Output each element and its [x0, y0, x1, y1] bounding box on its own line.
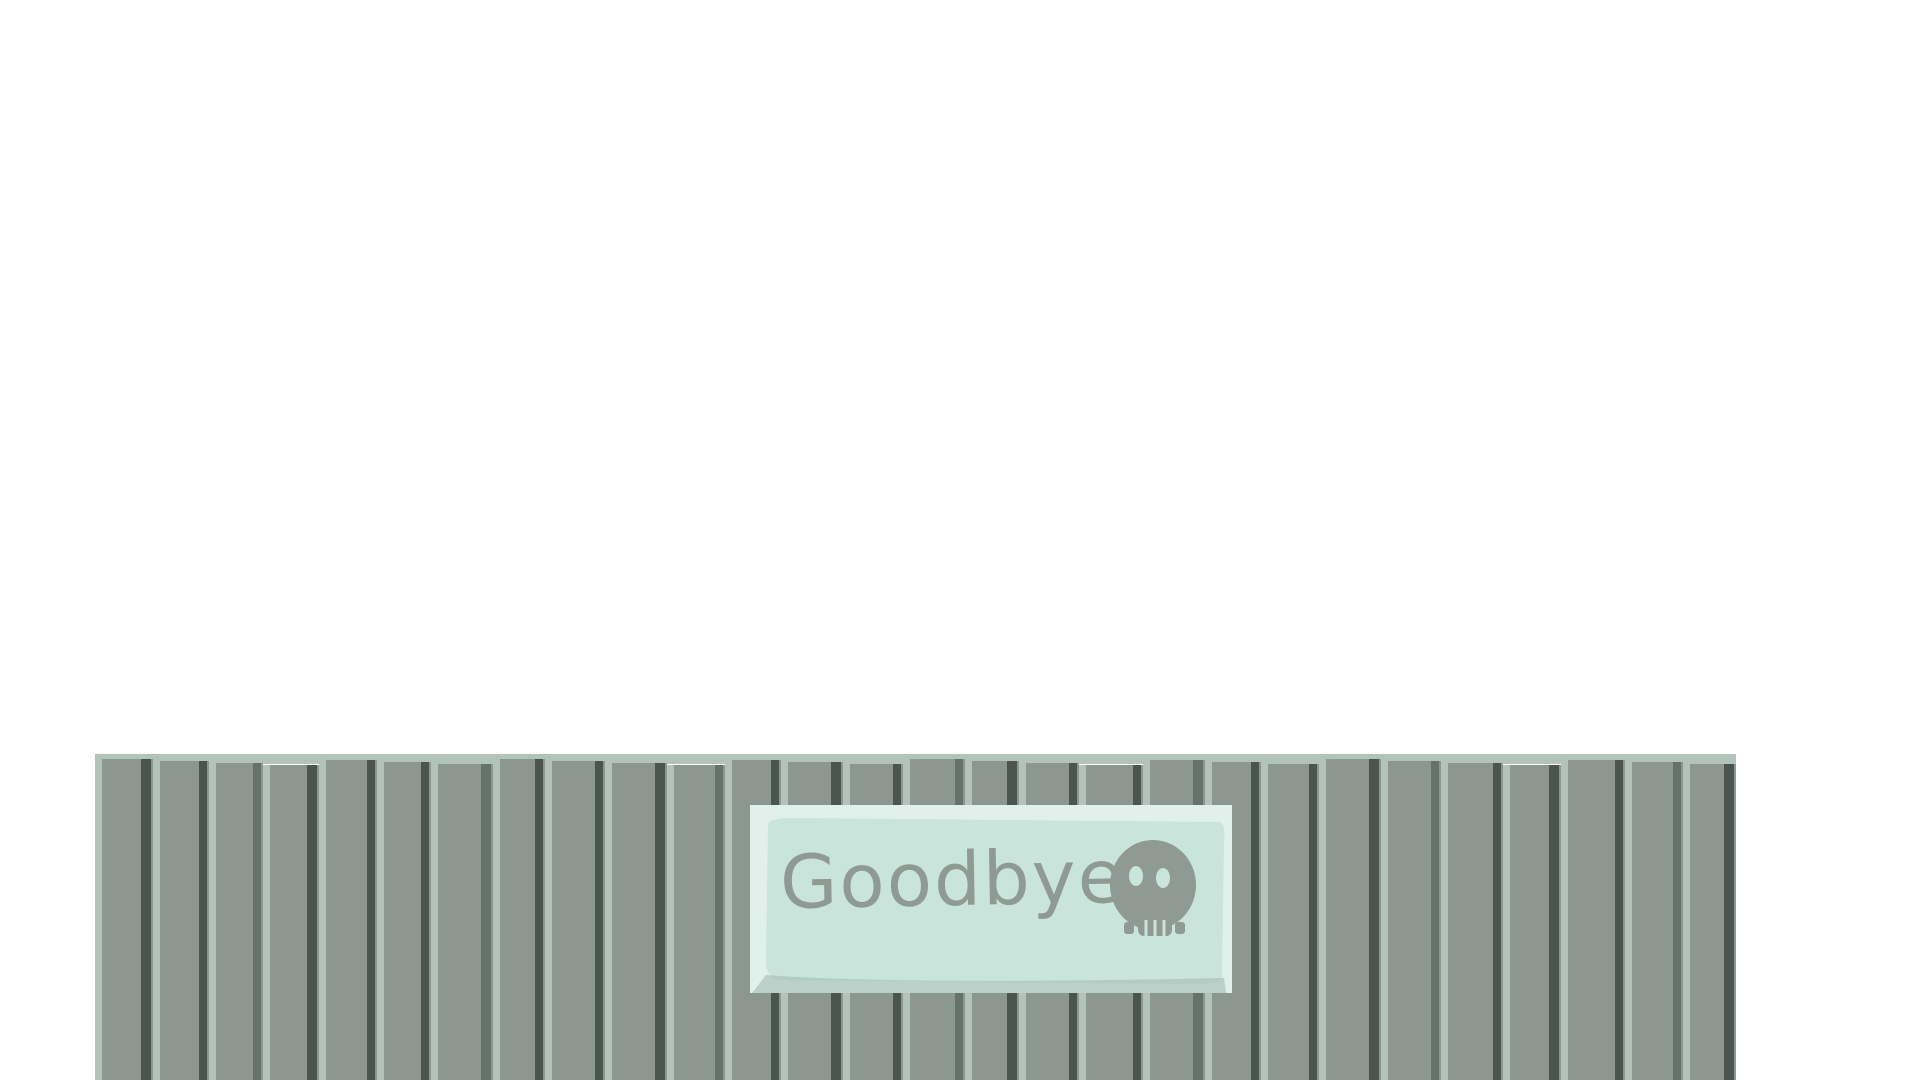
- fence-board-shadow: [1431, 761, 1439, 1080]
- skull-icon: [1110, 840, 1196, 936]
- fence-board-shadow: [367, 760, 375, 1080]
- fence-board-highlight: [1319, 759, 1326, 1080]
- fence-board-shadow: [655, 763, 665, 1080]
- fence-board-highlight: [153, 761, 160, 1080]
- fence-board-highlight: [493, 759, 500, 1080]
- fence-board-highlight: [209, 763, 216, 1080]
- sign-bottom-shade: [752, 975, 1226, 993]
- fence-board-highlight: [95, 759, 102, 1080]
- fence-board-highlight: [667, 765, 674, 1080]
- fence-board-highlight: [1683, 764, 1690, 1080]
- fence-board-highlight: [431, 764, 438, 1080]
- fence-board-shadow: [1673, 762, 1681, 1080]
- fence-board-highlight: [725, 760, 732, 1080]
- fence-board-shadow: [1615, 760, 1623, 1080]
- fence-board-shadow: [1493, 763, 1501, 1080]
- fence-board-highlight: [1625, 762, 1632, 1080]
- fence-board-shadow: [715, 765, 723, 1080]
- fence-board-shadow: [141, 759, 151, 1080]
- fence-board-highlight: [319, 760, 326, 1080]
- fence-board-shadow: [307, 765, 317, 1080]
- fence-board-highlight: [545, 761, 552, 1080]
- fence-board-shadow: [1309, 764, 1317, 1080]
- fence-board-shadow: [1369, 759, 1379, 1080]
- fence-board-highlight: [263, 765, 270, 1080]
- fence-board-shadow: [1251, 762, 1259, 1080]
- fence-board-shadow: [199, 761, 207, 1080]
- fence-board-shadow: [1549, 765, 1559, 1080]
- fence-board-highlight: [605, 763, 612, 1080]
- fence-board-highlight: [1381, 761, 1388, 1080]
- fence-board-highlight: [1561, 760, 1568, 1080]
- goodbye-sign: [750, 805, 1232, 993]
- fence-board: [1441, 763, 1503, 1080]
- fence-board-highlight: [1261, 764, 1268, 1080]
- sign-panel: [766, 818, 1225, 984]
- fence-board-highlight: [377, 762, 384, 1080]
- fence-board-shadow: [1724, 764, 1734, 1080]
- sign-text: Goodbye: [779, 833, 1126, 927]
- fence-board-shadow: [481, 764, 491, 1080]
- fence-board-shadow: [253, 763, 261, 1080]
- fence-board-highlight: [1441, 763, 1448, 1080]
- fence-board-shadow: [595, 761, 603, 1080]
- fence-board-highlight: [1503, 765, 1510, 1080]
- fence-board-shadow: [535, 759, 543, 1080]
- fence-board-shadow: [421, 762, 429, 1080]
- fence-board: [1561, 760, 1625, 1080]
